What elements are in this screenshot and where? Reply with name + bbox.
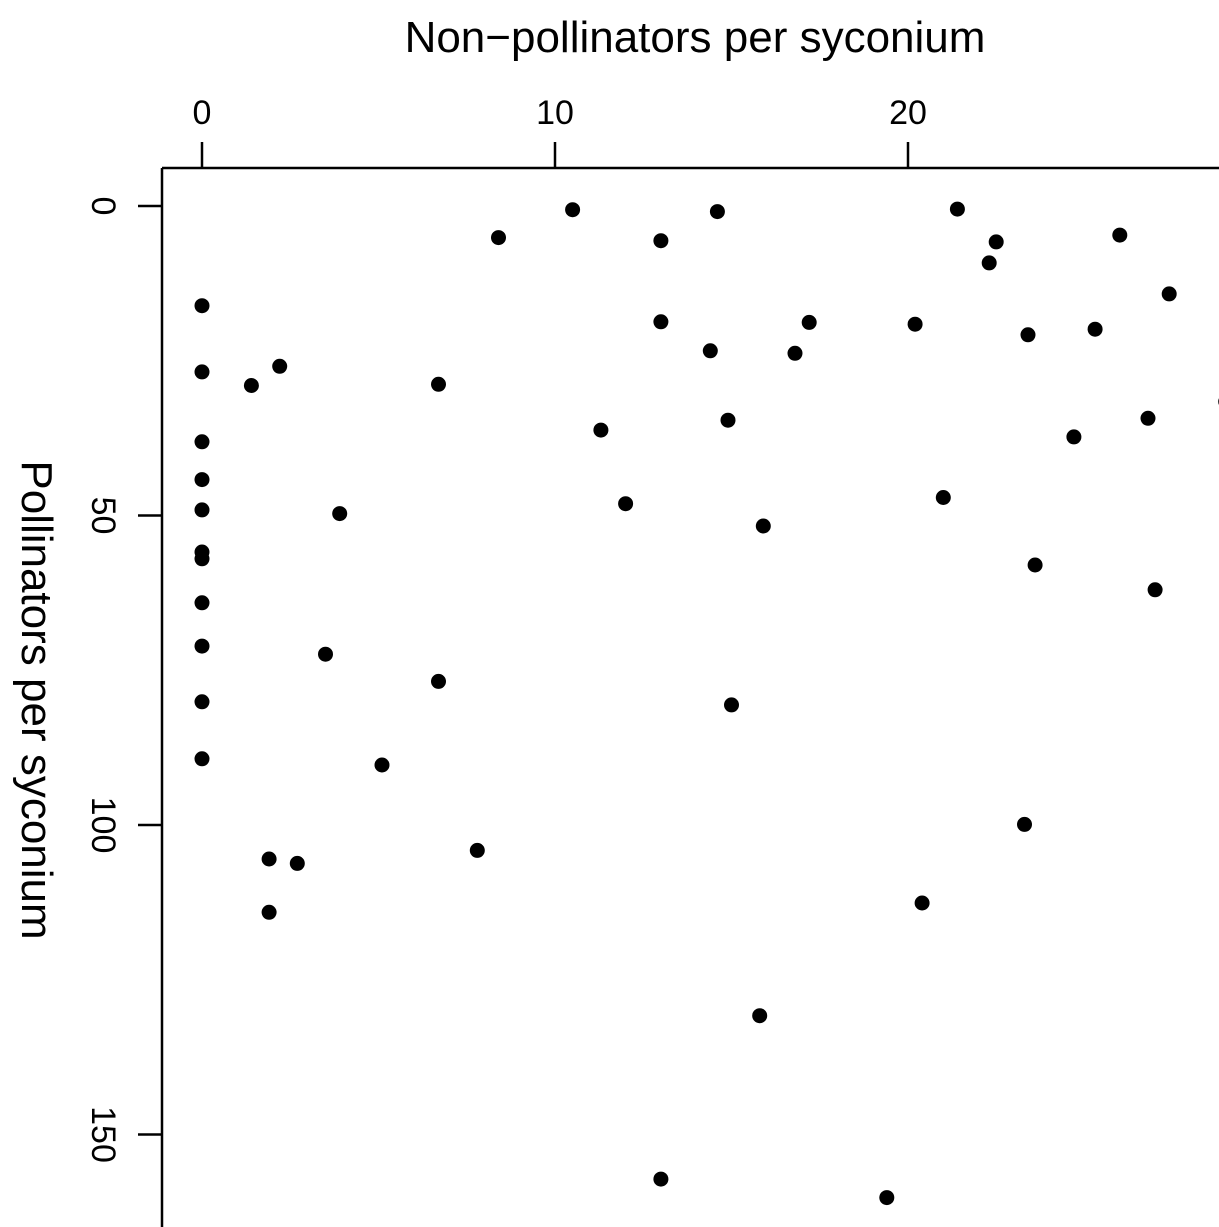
data-point: [787, 345, 803, 361]
data-point: [1087, 321, 1103, 337]
x-tick-label: 0: [193, 94, 212, 132]
y-tick-label: 150: [84, 1106, 122, 1163]
data-point: [261, 851, 277, 867]
data-point: [879, 1190, 895, 1206]
data-point: [1140, 410, 1156, 426]
data-point: [194, 298, 210, 314]
data-point: [243, 378, 259, 393]
data-point: [194, 638, 210, 654]
data-point: [801, 314, 817, 330]
data-point: [431, 673, 446, 689]
data-point: [618, 496, 634, 512]
data-point: [702, 343, 718, 359]
data-point: [752, 1008, 768, 1024]
data-point: [194, 364, 210, 380]
data-point: [194, 434, 210, 450]
data-point: [194, 472, 210, 488]
data-point: [491, 230, 506, 246]
data-point: [1112, 227, 1128, 243]
y-tick-label: 50: [84, 497, 122, 535]
data-point: [1020, 327, 1036, 343]
data-point: [988, 234, 1004, 250]
data-point: [261, 904, 277, 920]
data-point: [194, 595, 210, 611]
data-point: [194, 502, 210, 518]
data-point: [653, 314, 669, 330]
y-axis-title: Pollinators per syconium: [12, 460, 61, 939]
data-point: [469, 842, 485, 858]
data-point: [724, 697, 739, 713]
x-tick-label: 10: [536, 94, 574, 132]
y-axis-ticks: 0 50 100 150: [84, 197, 162, 1163]
data-point: [935, 490, 951, 505]
data-point: [720, 412, 736, 428]
data-point: [1161, 286, 1177, 302]
y-tick-label: 100: [84, 797, 122, 854]
chart-axes: [160, 166, 1219, 1227]
data-point: [1017, 816, 1032, 832]
data-point: [194, 694, 210, 710]
data-point: [1147, 582, 1163, 598]
data-point: [194, 751, 210, 767]
data-point: [332, 506, 348, 522]
data-point: [653, 1171, 669, 1187]
data-point: [194, 551, 210, 567]
data-point: [593, 422, 609, 438]
x-axis-title: Non−pollinators per syconium: [405, 13, 986, 62]
data-point: [914, 895, 930, 911]
data-point: [318, 646, 333, 662]
data-point: [653, 233, 669, 249]
x-axis-ticks: 01020304050: [193, 94, 927, 168]
data-point: [907, 316, 923, 332]
data-point: [1027, 557, 1043, 573]
y-tick-label: 0: [84, 197, 122, 216]
data-point: [1066, 429, 1082, 445]
data-point: [709, 204, 725, 220]
data-point: [374, 757, 390, 773]
data-point: [289, 855, 305, 871]
data-point: [755, 518, 771, 534]
data-point: [949, 201, 965, 217]
data-point: [981, 255, 997, 271]
data-point: [272, 358, 288, 374]
data-points: [194, 201, 1219, 1206]
data-point: [565, 202, 581, 218]
x-tick-label: 20: [889, 94, 927, 132]
data-point: [431, 376, 446, 392]
